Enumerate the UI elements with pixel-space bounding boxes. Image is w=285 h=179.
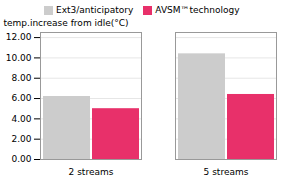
svg-text:0.00: 0.00 <box>11 154 31 164</box>
svg-text:8.00: 8.00 <box>11 73 31 83</box>
svg-text:6.00: 6.00 <box>11 93 31 103</box>
svg-text:temp.increase from idle(°C): temp.increase from idle(°C) <box>4 18 129 28</box>
svg-text:12.00: 12.00 <box>6 32 32 42</box>
svg-text:10.00: 10.00 <box>6 53 32 63</box>
svg-text:5 streams: 5 streams <box>204 167 249 177</box>
svg-text:2.00: 2.00 <box>11 134 31 144</box>
html-text:AVSM™technology: AVSM™technology <box>155 4 240 15</box>
svg-text:2 streams: 2 streams <box>69 167 114 177</box>
svg-text:4.00: 4.00 <box>11 114 31 124</box>
html-text:Ext3/anticipatory: Ext3/anticipatory <box>56 4 134 15</box>
